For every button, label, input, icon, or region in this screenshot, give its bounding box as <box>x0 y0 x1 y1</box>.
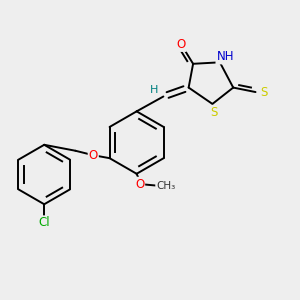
Text: O: O <box>177 38 186 51</box>
Text: S: S <box>210 106 218 119</box>
Text: H: H <box>150 85 159 95</box>
Text: S: S <box>260 85 268 98</box>
Text: O: O <box>135 178 144 191</box>
Text: CH₃: CH₃ <box>156 181 176 191</box>
Text: O: O <box>88 149 98 162</box>
Text: Cl: Cl <box>38 217 50 230</box>
Text: NH: NH <box>216 50 234 64</box>
